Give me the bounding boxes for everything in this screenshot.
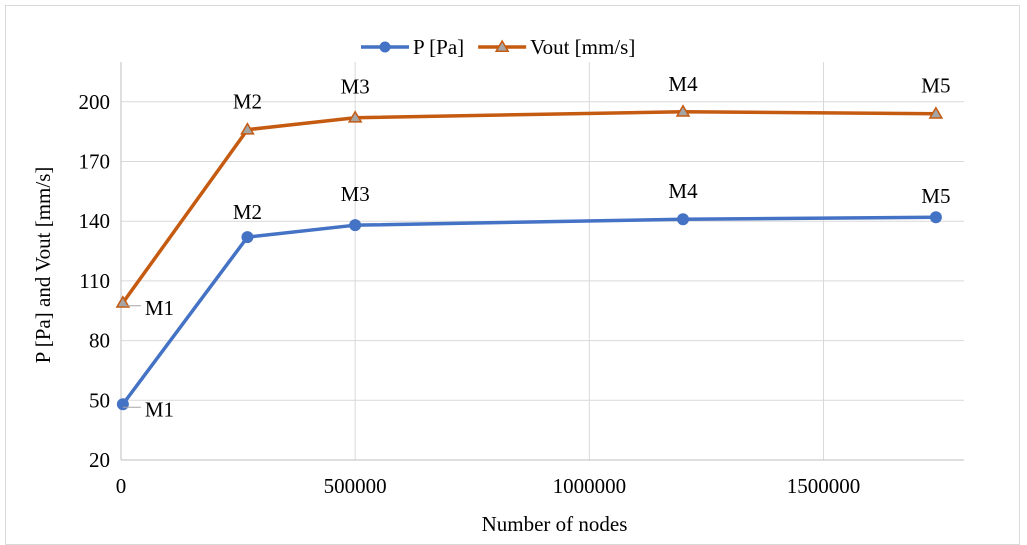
data-label: M1 — [145, 296, 174, 320]
y-tick-label: 170 — [79, 150, 111, 174]
y-tick-label: 140 — [79, 209, 111, 233]
data-point — [115, 295, 131, 308]
series-line — [121, 215, 936, 406]
y-tick-label: 50 — [89, 388, 110, 412]
y-tick-label: 110 — [79, 269, 110, 293]
x-axis-title: Number of nodes — [482, 512, 628, 536]
data-label: M2 — [233, 200, 262, 224]
x-tick-label: 500000 — [324, 474, 387, 498]
legend-label: P [Pa] — [413, 35, 464, 59]
x-tick-label: 1500000 — [787, 474, 861, 498]
x-tick-label: 1000000 — [553, 474, 627, 498]
data-point — [116, 398, 129, 411]
data-point — [347, 110, 363, 123]
y-axis-title: P [Pa] and Vout [mm/s] — [31, 167, 55, 364]
data-label: M2 — [233, 90, 262, 114]
data-point — [241, 231, 254, 244]
legend-marker — [494, 39, 510, 52]
data-label: M4 — [668, 72, 698, 96]
legend-marker — [379, 41, 391, 53]
x-tick-label: 0 — [116, 474, 127, 498]
legend-label: Vout [mm/s] — [530, 35, 635, 59]
chart-frame — [5, 5, 1020, 545]
y-tick-label: 80 — [89, 329, 110, 353]
data-point — [677, 213, 689, 226]
data-label: M5 — [921, 184, 950, 208]
data-label: M4 — [668, 179, 698, 203]
data-label: M3 — [341, 75, 370, 99]
data-label: M3 — [341, 182, 370, 206]
data-point — [349, 219, 362, 232]
data-point — [928, 106, 944, 119]
y-tick-label: 20 — [89, 448, 110, 472]
data-point — [240, 122, 255, 135]
y-tick-label: 200 — [79, 90, 111, 114]
data-label: M5 — [921, 74, 950, 98]
data-point — [929, 211, 942, 224]
data-label: M1 — [145, 397, 174, 421]
data-point — [675, 104, 691, 117]
